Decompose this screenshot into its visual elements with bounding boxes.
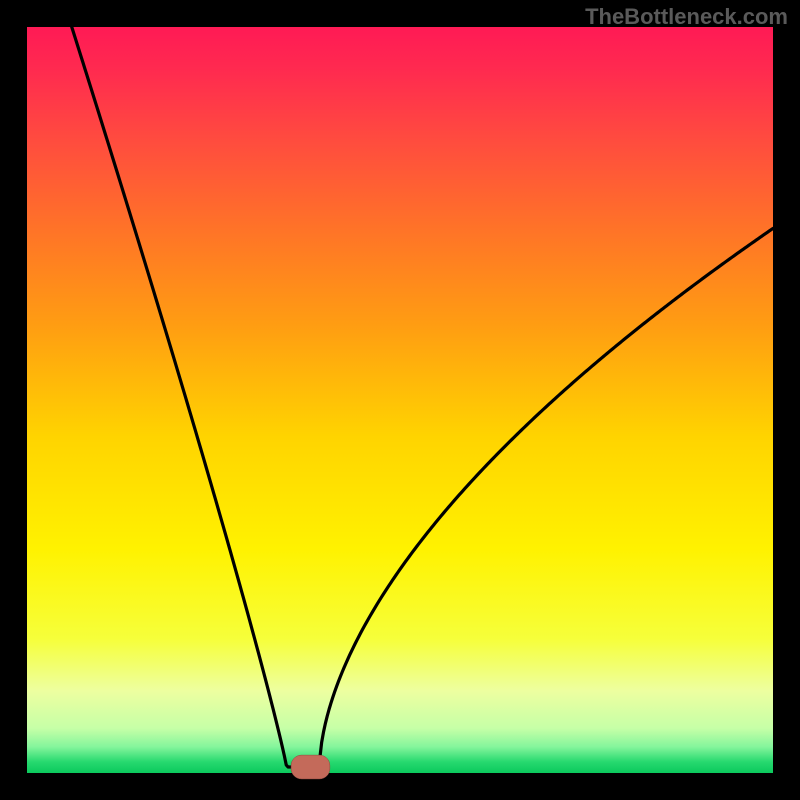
chart-container: TheBottleneck.com (0, 0, 800, 800)
optimum-marker (291, 755, 330, 779)
chart-svg (0, 0, 800, 800)
watermark-text: TheBottleneck.com (585, 4, 788, 30)
plot-area (27, 27, 773, 773)
